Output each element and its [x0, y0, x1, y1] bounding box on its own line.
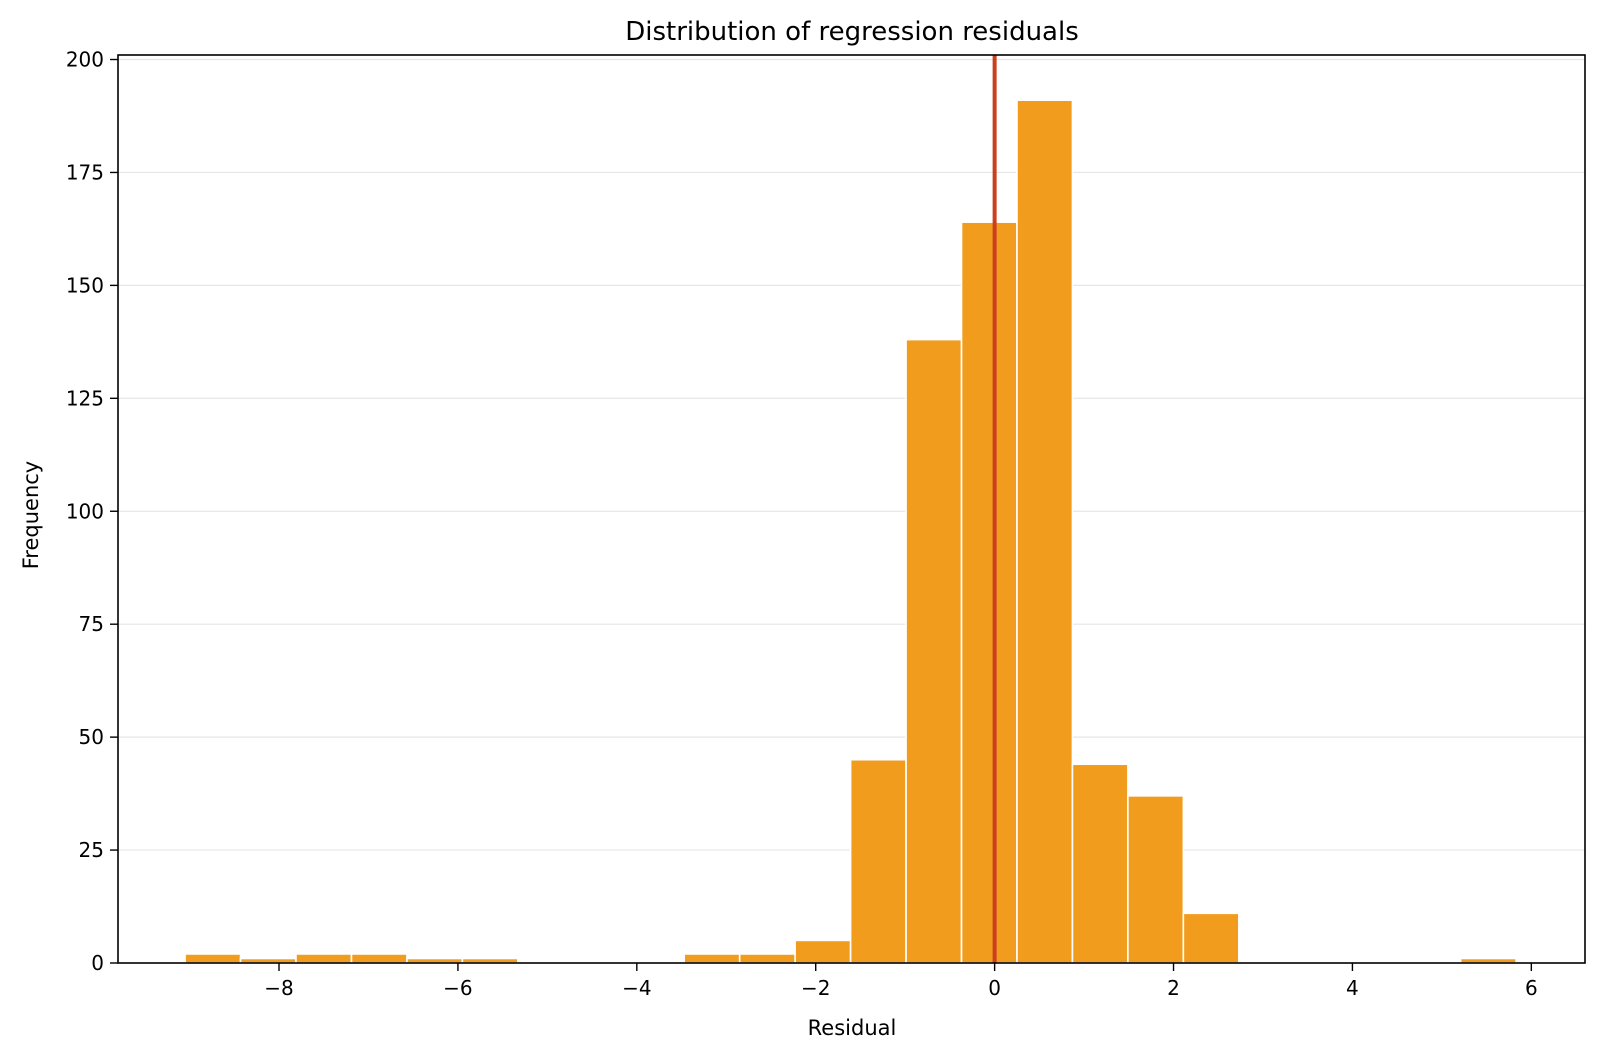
histogram-bar [960, 221, 1018, 964]
y-tick-label: 25 [79, 838, 104, 862]
chart-title: Distribution of regression residuals [625, 17, 1079, 47]
y-tick-label: 200 [66, 48, 104, 72]
gridlines [118, 58, 1585, 851]
x-tick-label: −8 [264, 976, 293, 1000]
x-tick-label: 6 [1525, 976, 1538, 1000]
y-tick-label: 100 [66, 499, 104, 523]
histogram-bar [350, 953, 408, 964]
y-tick-label: 175 [66, 160, 104, 184]
y-tick-label: 150 [66, 273, 104, 297]
histogram-bar [683, 953, 741, 964]
y-tick-label: 0 [91, 951, 104, 975]
x-tick-label: −4 [622, 976, 651, 1000]
x-tick-label: 4 [1346, 976, 1359, 1000]
x-tick-label: 2 [1167, 976, 1180, 1000]
histogram-bar [1127, 795, 1185, 964]
y-axis-label: Frequency [19, 461, 43, 570]
x-tick-label: −6 [443, 976, 472, 1000]
y-tick-label: 75 [79, 612, 104, 636]
histogram-bar [849, 758, 907, 964]
x-axis-label: Residual [808, 1016, 897, 1040]
y-axis-ticks: 0 25 50 75 100 125 150 175 200 [66, 48, 118, 975]
x-tick-label: −2 [801, 976, 830, 1000]
histogram-bars [184, 99, 1517, 964]
y-tick-label: 125 [66, 386, 104, 410]
histogram-bar [1071, 763, 1129, 964]
plot-frame [117, 54, 1586, 964]
histogram-bar [738, 953, 796, 964]
histogram-bar [184, 953, 242, 964]
histogram-bar [794, 939, 852, 964]
y-tick-label: 50 [79, 725, 104, 749]
histogram-bar [1016, 99, 1074, 964]
x-tick-label: 0 [988, 976, 1001, 1000]
x-axis-ticks: −8 −6 −4 −2 0 2 4 6 [264, 963, 1538, 1000]
histogram-bar [1182, 912, 1240, 964]
histogram-bar [905, 338, 963, 964]
histogram-bar [295, 953, 353, 964]
